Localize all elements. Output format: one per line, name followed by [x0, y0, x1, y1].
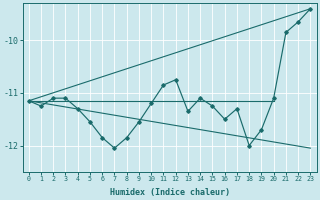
X-axis label: Humidex (Indice chaleur): Humidex (Indice chaleur) [109, 188, 229, 197]
